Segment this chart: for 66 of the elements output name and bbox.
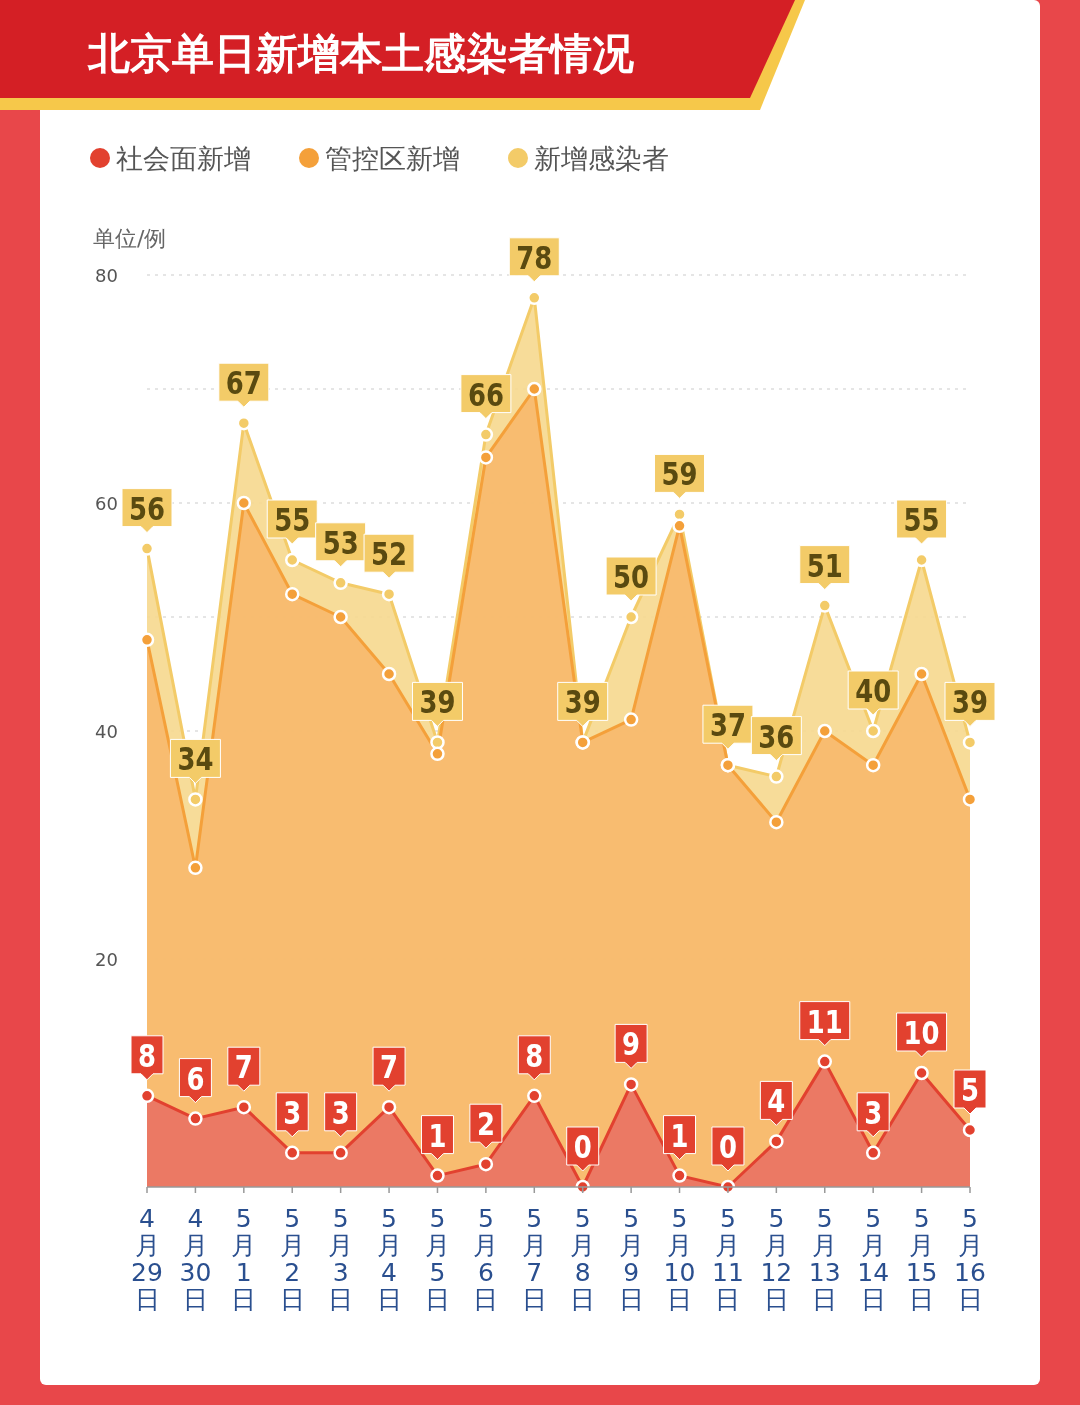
data-label: 36 [758, 717, 803, 756]
data-label: 3 [864, 1093, 887, 1132]
data-label: 52 [371, 535, 416, 574]
data-label: 56 [129, 489, 174, 528]
x-tick-label: 5月7日 [521, 1204, 547, 1314]
y-tick-label: 20 [95, 949, 118, 970]
data-label: 7 [234, 1048, 258, 1087]
x-tick-label: 5月12日 [760, 1204, 793, 1314]
y-tick-label: 80 [95, 265, 118, 286]
data-label: 3 [331, 1093, 354, 1132]
data-label: 5 [961, 1071, 984, 1109]
data-label: 37 [709, 706, 755, 745]
x-tick-label: 5月10日 [663, 1204, 696, 1314]
y-tick-label: 60 [95, 493, 118, 514]
data-label: 50 [613, 558, 658, 596]
data-label: 6 [186, 1059, 209, 1098]
data-label: 1 [428, 1116, 451, 1155]
data-label: 9 [622, 1025, 645, 1064]
y-axis-title: 单位/例 [93, 226, 167, 251]
data-label: 0 [718, 1128, 742, 1166]
x-tick-label: 5月8日 [570, 1204, 596, 1314]
x-tick-label: 5月2日 [279, 1204, 305, 1314]
legend-label: 管控区新增 [325, 143, 460, 174]
x-tick-label: 5月16日 [954, 1204, 986, 1314]
x-tick-label: 4月30日 [179, 1204, 212, 1314]
data-label: 67 [225, 364, 271, 403]
data-label: 39 [952, 683, 997, 722]
x-tick-label: 5月11日 [712, 1204, 744, 1314]
data-label: 1 [670, 1116, 693, 1155]
data-label: 51 [806, 546, 852, 585]
y-tick-label: 40 [95, 721, 118, 742]
legend-item: 新增感染者 [508, 143, 669, 174]
data-label: 40 [855, 672, 900, 710]
legend-label: 新增感染者 [534, 143, 669, 174]
data-label: 8 [525, 1036, 548, 1075]
x-tick-label: 5月1日 [231, 1204, 257, 1314]
data-label: 66 [467, 375, 513, 414]
data-label: 59 [661, 455, 707, 494]
data-label: 10 [903, 1014, 949, 1052]
x-tick-label: 5月3日 [328, 1204, 354, 1314]
x-tick-label: 5月9日 [618, 1204, 644, 1314]
x-tick-label: 5月14日 [857, 1204, 890, 1314]
data-label: 39 [419, 683, 464, 722]
data-label: 55 [274, 501, 319, 539]
data-label: 0 [573, 1128, 596, 1166]
data-label: 4 [767, 1082, 790, 1121]
data-label: 39 [564, 683, 610, 722]
x-tick-label: 5月15日 [905, 1204, 938, 1314]
data-label: 53 [322, 523, 368, 562]
data-label: 3 [283, 1093, 306, 1132]
data-label: 34 [177, 740, 222, 779]
data-label: 78 [516, 238, 561, 277]
x-tick-label: 5月5日 [424, 1204, 450, 1314]
x-tick-label: 5月4日 [376, 1204, 402, 1314]
data-label: 7 [380, 1048, 403, 1087]
x-tick-label: 5月13日 [808, 1204, 841, 1314]
x-tick-label: 5月6日 [473, 1204, 499, 1314]
x-tick-label: 4月29日 [131, 1204, 163, 1314]
data-label: 8 [138, 1036, 161, 1075]
data-label: 55 [903, 501, 949, 539]
chart-title: 北京单日新增本土感染者情况 [87, 29, 634, 78]
legend-item: 管控区新增 [299, 143, 460, 174]
legend-label: 社会面新增 [116, 143, 251, 174]
data-label: 2 [476, 1105, 500, 1144]
legend-item: 社会面新增 [90, 143, 251, 174]
data-label: 11 [806, 1002, 852, 1041]
